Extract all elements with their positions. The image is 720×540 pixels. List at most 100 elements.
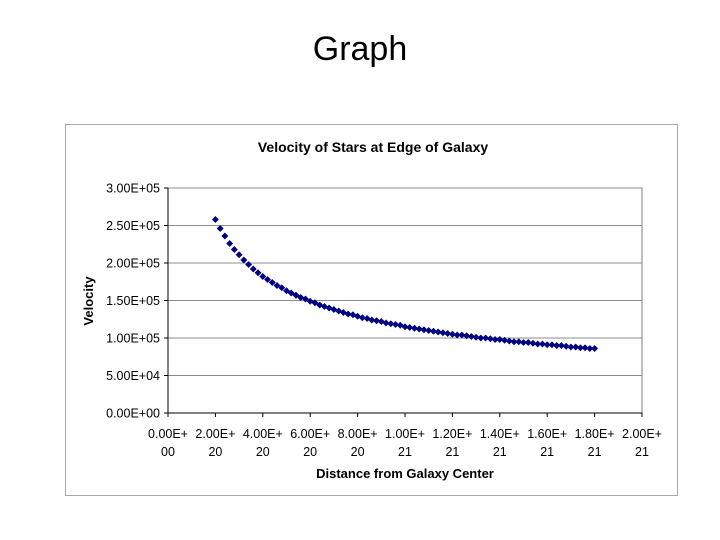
data-point (510, 338, 518, 346)
data-point (586, 344, 594, 353)
x-tick-label-exponent: 21 (493, 445, 507, 459)
x-tick-label-exponent: 20 (256, 445, 270, 459)
data-point (406, 323, 414, 332)
data-point (216, 224, 224, 233)
x-tick-label: 8.00E+ (338, 427, 378, 441)
y-tick-label: 0.00E+00 (106, 407, 160, 421)
x-axis: 0.00E+ 00 2.00E+ 20 4.00E+ 20 6.00E+ 20 8.00E+ 20… (148, 412, 662, 459)
data-point (439, 329, 447, 337)
data-point (278, 284, 286, 292)
data-point (472, 333, 480, 341)
x-tick-label-exponent: 21 (588, 445, 602, 459)
data-point (591, 344, 599, 353)
data-point (268, 278, 276, 287)
y-tick-label: 5.00E+04 (106, 369, 160, 383)
data-point (467, 332, 475, 341)
data-point (572, 343, 580, 351)
data-point (477, 334, 485, 342)
data-point (505, 337, 513, 345)
data-point (273, 281, 281, 290)
data-point (425, 326, 433, 335)
x-tick-label-exponent: 21 (540, 445, 554, 459)
x-axis-label: Distance from Galaxy Center (316, 466, 494, 481)
x-tick-label-exponent: 20 (351, 445, 365, 459)
data-point (496, 335, 504, 344)
data-markers (211, 215, 599, 353)
y-axis-label: Velocity (81, 276, 96, 326)
data-point (519, 338, 528, 347)
data-point (373, 317, 381, 325)
x-tick-label-exponent: 21 (398, 445, 412, 459)
data-point (230, 245, 238, 254)
data-point (524, 338, 532, 347)
data-point (463, 332, 471, 340)
x-tick-label-exponent: 21 (445, 445, 459, 459)
data-point (387, 320, 395, 328)
y-tick-label: 2.00E+05 (106, 257, 160, 271)
data-point (344, 310, 352, 318)
x-tick-label: 1.00E+ (385, 427, 425, 441)
data-point (567, 343, 575, 351)
x-tick-label: 4.00E+ (243, 427, 283, 441)
data-point (562, 342, 570, 350)
data-point (249, 265, 257, 273)
data-point (482, 334, 490, 342)
data-point (211, 215, 219, 224)
slide-title: Graph (312, 30, 408, 68)
data-point (534, 340, 542, 348)
data-point (453, 331, 461, 339)
chart-title: Velocity of Stars at Edge of Galaxy (258, 139, 489, 155)
y-tick-label: 1.50E+05 (106, 294, 160, 308)
x-tick-label-exponent: 20 (208, 445, 222, 459)
x-tick-label: 1.60E+ (527, 427, 567, 441)
data-point (429, 327, 437, 335)
data-point (458, 331, 466, 339)
data-point (311, 299, 319, 307)
data-point (500, 336, 509, 344)
data-point (263, 275, 272, 284)
data-point (529, 339, 537, 347)
data-point (448, 330, 456, 338)
data-point (301, 295, 310, 303)
x-tick-label-exponent: 00 (161, 445, 175, 459)
data-point (486, 335, 494, 343)
data-point (515, 338, 523, 346)
data-point (434, 328, 442, 336)
data-point (254, 269, 262, 277)
data-point (226, 239, 234, 248)
data-point (391, 320, 400, 329)
data-point (543, 341, 551, 349)
y-tick-label: 1.00E+05 (106, 332, 160, 346)
data-point (557, 341, 565, 350)
data-point (415, 325, 423, 333)
data-point (410, 324, 419, 332)
x-tick-label: 1.20E+ (432, 427, 472, 441)
data-point (368, 316, 376, 324)
data-point (382, 319, 390, 327)
data-point (245, 260, 253, 269)
data-point (240, 256, 248, 264)
data-point (221, 232, 229, 240)
data-point (491, 335, 499, 344)
x-tick-label-exponent: 21 (635, 445, 649, 459)
y-tick-label: 3.00E+05 (106, 182, 160, 196)
data-point (420, 326, 428, 334)
data-point (548, 341, 556, 349)
data-point (292, 291, 300, 299)
x-tick-label: 6.00E+ (290, 427, 330, 441)
data-point (235, 251, 243, 259)
data-point (576, 344, 584, 352)
y-axis: 0.00E+00 5.00E+04 1.00E+05 1.50E+05 2.00E+05… (106, 182, 169, 421)
x-tick-label-exponent: 20 (303, 445, 317, 459)
data-point (259, 272, 267, 281)
x-tick-label: 1.80E+ (575, 427, 615, 441)
data-point (538, 340, 547, 348)
data-point (553, 341, 561, 350)
data-point (358, 314, 366, 322)
data-point (444, 329, 452, 338)
data-point (401, 323, 409, 331)
data-point (287, 289, 295, 297)
x-tick-label: 2.00E+ (622, 427, 662, 441)
data-point (282, 287, 291, 295)
